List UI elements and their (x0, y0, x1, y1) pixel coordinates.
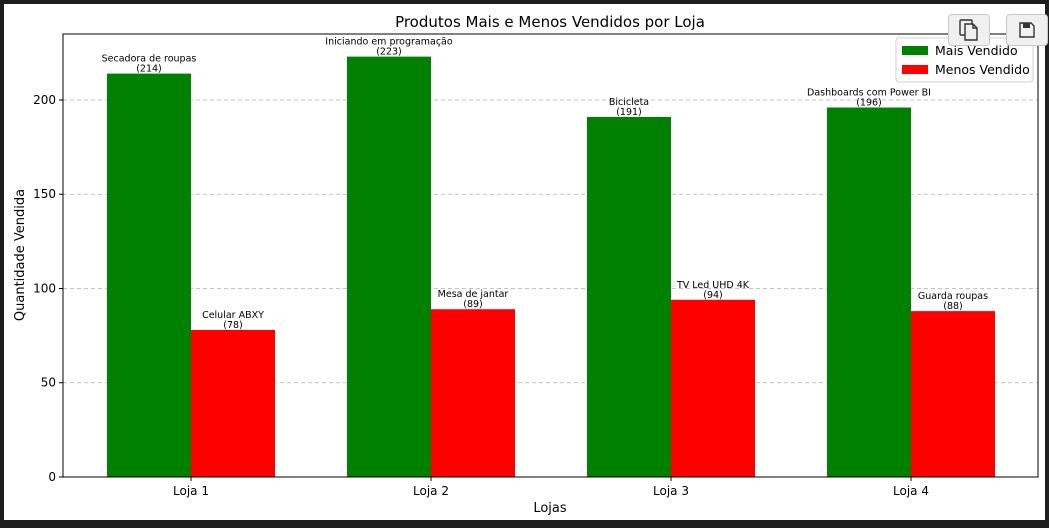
bar-menos-vendido (671, 299, 755, 477)
save-button[interactable] (1006, 14, 1048, 46)
x-tick-label: Loja 3 (653, 484, 689, 498)
bars (107, 56, 995, 478)
bar-value-label: (196) (856, 98, 882, 109)
x-tick-label: Loja 4 (893, 484, 929, 498)
legend-label: Menos Vendido (935, 62, 1030, 77)
y-tick-label: 200 (33, 93, 56, 107)
copy-button[interactable] (948, 14, 990, 46)
bar-value-label: (214) (136, 64, 162, 75)
x-axis: Loja 1 Loja 2 Loja 3 Loja 4 (173, 477, 929, 498)
legend-swatch (902, 46, 928, 55)
y-tick-label: 50 (41, 376, 56, 390)
copy-icon (959, 19, 978, 41)
bar-product-label: Dashboards com Power BI (807, 88, 931, 99)
bar-labels: Secadora de roupas(214) Celular ABXY(78) I… (102, 37, 988, 331)
legend: Mais Vendido Menos Vendido (895, 37, 1034, 83)
bar-value-label: (88) (943, 301, 963, 312)
plot-area-frame (62, 33, 1039, 478)
bar-value-label: (89) (463, 299, 483, 310)
bar-value-label: (78) (223, 320, 243, 331)
bar-product-label: Secadora de roupas (102, 54, 197, 65)
bar-menos-vendido (191, 329, 275, 477)
y-axis-label: Quantidade Vendida (13, 189, 28, 321)
bar-chart: Produtos Mais e Menos Vendidos por Loja … (13, 13, 1039, 516)
chart-title: Produtos Mais e Menos Vendidos por Loja (395, 13, 705, 31)
bar-mais-vendido (347, 56, 431, 477)
bar-product-label: Iniciando em programação (325, 37, 453, 48)
bar-mais-vendido (587, 116, 671, 478)
bar-product-label: Bicicleta (609, 97, 649, 108)
legend-swatch (902, 65, 928, 74)
x-tick-label: Loja 2 (413, 484, 449, 498)
x-tick-label: Loja 1 (173, 484, 209, 498)
y-tick-label: 100 (33, 281, 56, 295)
bar-product-label: Mesa de jantar (438, 289, 509, 300)
bar-product-label: TV Led UHD 4K (676, 280, 750, 291)
bar-menos-vendido (431, 309, 515, 477)
bar-mais-vendido (107, 73, 191, 478)
save-icon (1019, 22, 1035, 38)
y-axis: 0 50 100 150 200 (33, 93, 63, 484)
bar-menos-vendido (911, 311, 995, 477)
bar-product-label: Guarda roupas (918, 291, 988, 302)
bar-product-label: Celular ABXY (202, 310, 264, 321)
bar-mais-vendido (827, 107, 911, 477)
y-tick-label: 0 (48, 470, 56, 484)
bar-value-label: (94) (703, 290, 723, 301)
figure-canvas: Produtos Mais e Menos Vendidos por Loja … (4, 4, 1048, 520)
x-axis-label: Lojas (533, 501, 567, 516)
y-tick-label: 150 (33, 187, 56, 201)
legend-label: Mais Vendido (935, 43, 1018, 58)
bar-value-label: (223) (376, 47, 402, 58)
bar-value-label: (191) (616, 107, 642, 118)
